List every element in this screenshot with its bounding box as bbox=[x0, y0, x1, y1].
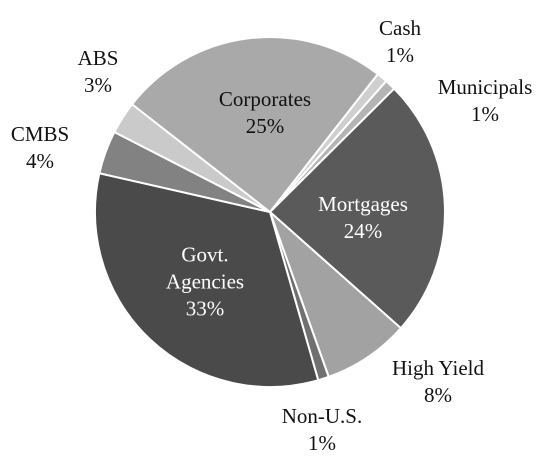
slice-label: CMBS 4% bbox=[0, 121, 80, 175]
category-label: High Yield bbox=[392, 356, 484, 380]
category-label: Cash bbox=[379, 16, 421, 40]
category-label: ABS bbox=[77, 46, 119, 70]
slice-label: High Yield 8% bbox=[368, 355, 508, 409]
slice-label: Cash 1% bbox=[360, 15, 440, 69]
category-label: Municipals bbox=[437, 75, 533, 99]
value-label: 1% bbox=[386, 43, 414, 67]
slice-label: Non-U.S. 1% bbox=[262, 403, 382, 456]
category-label: Corporates bbox=[218, 87, 312, 111]
value-label: 1% bbox=[308, 431, 336, 455]
value-label: 25% bbox=[245, 114, 285, 138]
pie-slice bbox=[268, 87, 446, 330]
value-label: 3% bbox=[84, 73, 112, 97]
slice-label: Corporates 25% bbox=[195, 86, 335, 140]
category-label: Mortgages bbox=[318, 192, 408, 216]
value-label: 4% bbox=[26, 149, 54, 173]
slice-label: Mortgages 24% bbox=[293, 191, 433, 245]
slice-label: ABS 3% bbox=[58, 45, 138, 99]
category-label: Govt. Agencies bbox=[165, 242, 245, 294]
category-label: CMBS bbox=[10, 122, 70, 146]
value-label: 24% bbox=[343, 219, 383, 243]
slice-label: Govt. Agencies 33% bbox=[155, 242, 255, 323]
category-label: Non-U.S. bbox=[281, 404, 363, 428]
slice-label: Municipals 1% bbox=[415, 74, 545, 128]
value-label: 8% bbox=[424, 383, 452, 407]
value-label: 33% bbox=[185, 296, 225, 321]
value-label: 1% bbox=[471, 102, 499, 126]
pie-slice bbox=[130, 36, 380, 214]
pie-slice bbox=[94, 172, 320, 388]
